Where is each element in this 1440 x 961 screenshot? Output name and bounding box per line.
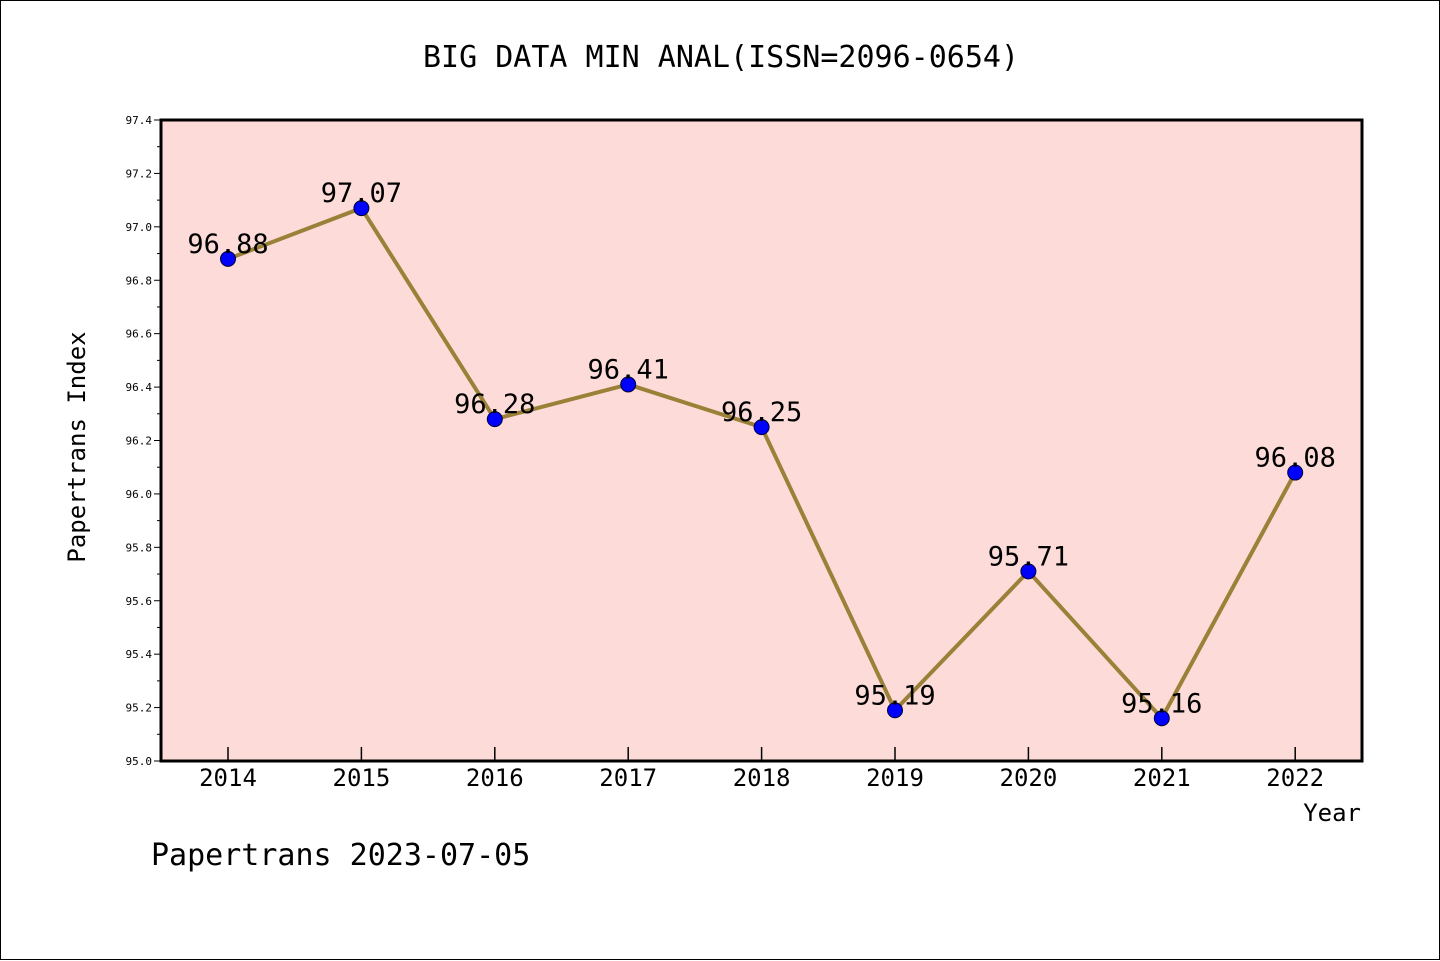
data-label: 95.16 [1121,688,1202,719]
x-tick-label: 2016 [466,764,524,792]
y-tick-label: 96.6 [126,328,153,341]
data-label: 96.28 [454,389,535,420]
data-point [1153,710,1170,727]
y-tick-label: 95.2 [126,702,153,715]
data-label: 95.19 [854,680,935,711]
data-point [1287,464,1304,481]
y-tick-label: 96.8 [126,274,153,287]
footer-text: Papertrans 2023-07-05 [151,838,530,873]
y-tick-label: 97.4 [126,114,153,127]
y-tick-label: 97.2 [126,167,153,180]
data-point [753,419,770,436]
y-tick-label: 95.6 [126,595,153,608]
y-tick-label: 95.8 [126,541,153,554]
data-point [486,411,503,428]
chart-title: BIG DATA MIN ANAL(ISSN=2096-0654) [423,40,1019,75]
data-point [353,200,370,217]
x-tick-label: 2021 [1133,764,1191,792]
y-tick-label: 96.0 [126,488,153,501]
data-point [887,702,903,719]
x-tick-label: 2020 [1000,764,1058,792]
x-axis-title: Year [1303,799,1361,827]
x-tick-label: 2015 [333,764,391,792]
data-label: 96.88 [187,229,268,260]
data-label: 97.07 [321,178,402,209]
y-tick-label: 95.0 [126,755,153,768]
x-tick-label: 2018 [733,764,791,792]
data-label: 96.08 [1255,443,1336,474]
x-tick-label: 2022 [1266,764,1324,792]
y-tick-label: 95.4 [126,648,153,661]
data-point [220,250,236,267]
y-tick-label: 96.2 [126,435,153,448]
y-axis: 95.0 95.2 95.4 95.6 95.8 96.0 96.2 96.4 96.6 96.8… [126,114,161,768]
series-layer: 96.88 97.07 96.28 96.41 96.25 95.19 95.71 95.16… [187,178,1336,727]
data-label: 95.71 [988,541,1069,572]
data-label: 96.25 [721,397,802,428]
plot-area [159,118,1364,763]
data-point [620,376,637,393]
x-tick-label: 2014 [199,764,257,792]
x-tick-label: 2017 [599,764,657,792]
y-axis-title: Papertrans Index [63,331,91,562]
data-point [1020,563,1037,580]
x-tick-label: 2019 [866,764,924,792]
y-tick-label: 96.4 [126,381,153,394]
data-label: 96.41 [588,354,669,385]
y-tick-label: 97.0 [126,221,153,234]
x-axis: 2014 2015 2016 2017 2018 2019 2020 2021 2022 [199,747,1324,792]
